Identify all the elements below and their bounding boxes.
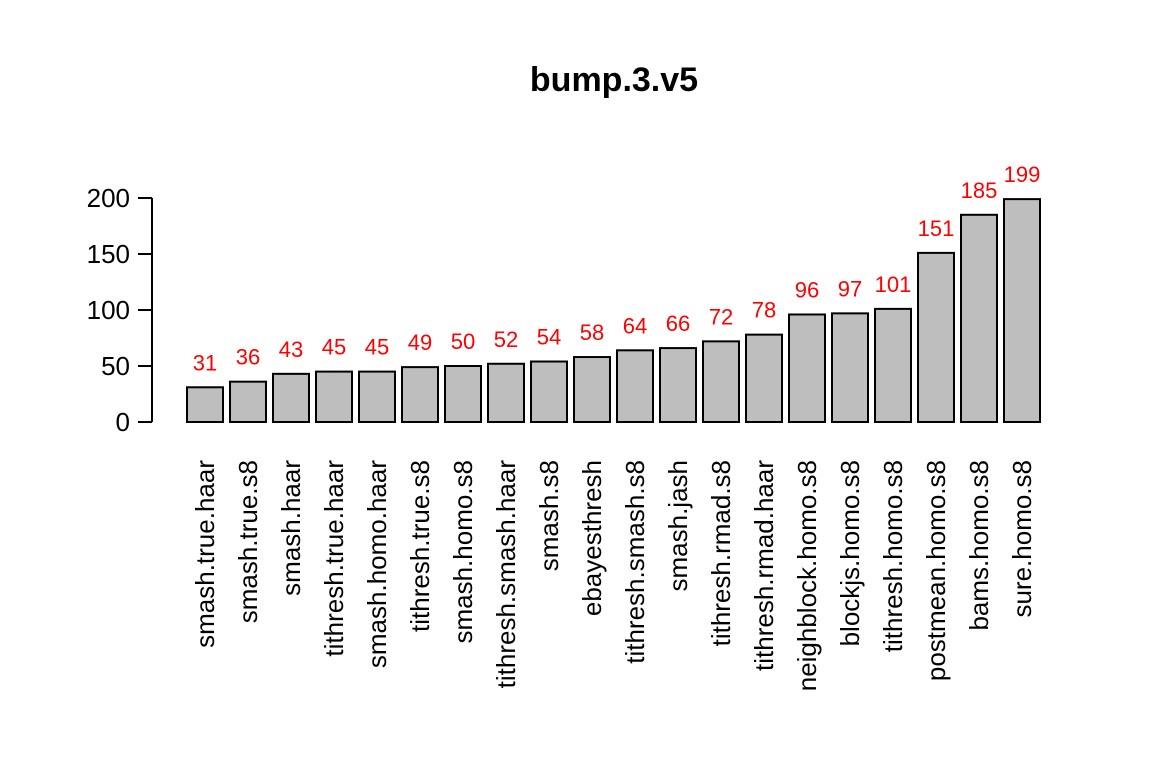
x-tick-label: postmean.homo.s8 [921, 460, 951, 681]
bar [444, 365, 482, 423]
y-tick-label: 100 [87, 295, 130, 325]
bar [745, 333, 783, 424]
bar [831, 312, 869, 423]
bar [874, 307, 912, 424]
x-tick-label: smash.homo.s8 [448, 460, 478, 644]
bar-value-label: 199 [1004, 162, 1041, 187]
bar [702, 340, 740, 423]
chart-title: bump.3.v5 [530, 61, 698, 99]
bar-value-label: 151 [918, 216, 955, 241]
x-tick-label: ebayesthresh [577, 460, 607, 616]
x-tick-label: bams.homo.s8 [964, 460, 994, 631]
x-tick-label: smash.haar [276, 460, 306, 596]
bar [1003, 198, 1041, 423]
bar [788, 313, 826, 424]
bar [401, 366, 439, 423]
bar [186, 386, 224, 423]
x-tick-label: sure.homo.s8 [1007, 460, 1037, 618]
bar-value-label: 45 [365, 335, 389, 360]
bar [659, 347, 697, 423]
bar-value-label: 45 [322, 335, 346, 360]
bar-value-label: 78 [752, 298, 776, 323]
x-tick-label: tithresh.smash.s8 [620, 460, 650, 664]
bar-value-label: 50 [451, 329, 475, 354]
x-tick-label: tithresh.rmad.s8 [706, 460, 736, 646]
x-tick-label: tithresh.rmad.haar [749, 460, 779, 671]
value-labels: 31 36 43 45 45 49 50 52 54 58 64 66 72 78 96 97 101 15118… [193, 162, 1041, 375]
bar [616, 349, 654, 424]
y-tick-label: 0 [116, 407, 130, 437]
bar [487, 362, 525, 424]
bar [960, 213, 998, 423]
category-labels: smash.true.haar smash.true.s8 smash.haar ti… [190, 460, 1037, 692]
x-tick-label: smash.true.s8 [233, 460, 263, 623]
bar [315, 370, 353, 424]
bar [229, 380, 267, 423]
x-tick-label: blockjs.homo.s8 [835, 460, 865, 646]
bar-value-label: 101 [875, 272, 912, 297]
x-tick-label: neighblock.homo.s8 [792, 460, 822, 691]
bar [272, 372, 310, 423]
bar-value-label: 36 [236, 345, 260, 370]
bar-value-label: 185 [961, 178, 998, 203]
bar-value-label: 43 [279, 337, 303, 362]
bar-value-label: 97 [838, 276, 862, 301]
bar [917, 251, 955, 423]
bar-value-label: 64 [623, 313, 647, 338]
bar [530, 360, 568, 423]
y-axis: 0 50 100 150 200 [87, 183, 153, 437]
bar [358, 370, 396, 424]
x-tick-label: tithresh.smash.haar [491, 460, 521, 689]
x-tick-label: smash.jash [663, 460, 693, 592]
x-tick-label: smash.true.haar [190, 460, 220, 648]
bar-value-label: 96 [795, 277, 819, 302]
bar-value-label: 31 [193, 350, 217, 375]
x-tick-label: tithresh.true.s8 [405, 460, 435, 632]
bar-value-label: 72 [709, 304, 733, 329]
x-tick-label: tithresh.homo.s8 [878, 460, 908, 652]
x-tick-label: tithresh.true.haar [319, 460, 349, 657]
bar-value-label: 49 [408, 330, 432, 355]
y-tick-label: 50 [101, 351, 130, 381]
bar-value-label: 52 [494, 327, 518, 352]
bar [573, 356, 611, 424]
bar-value-label: 54 [537, 325, 561, 350]
bar-value-label: 58 [580, 320, 604, 345]
y-tick-label: 150 [87, 239, 130, 269]
x-tick-label: smash.homo.haar [362, 460, 392, 668]
bar-value-label: 66 [666, 311, 690, 336]
x-tick-label: smash.s8 [534, 460, 564, 571]
y-tick-label: 200 [87, 183, 130, 213]
bars [186, 198, 1041, 424]
